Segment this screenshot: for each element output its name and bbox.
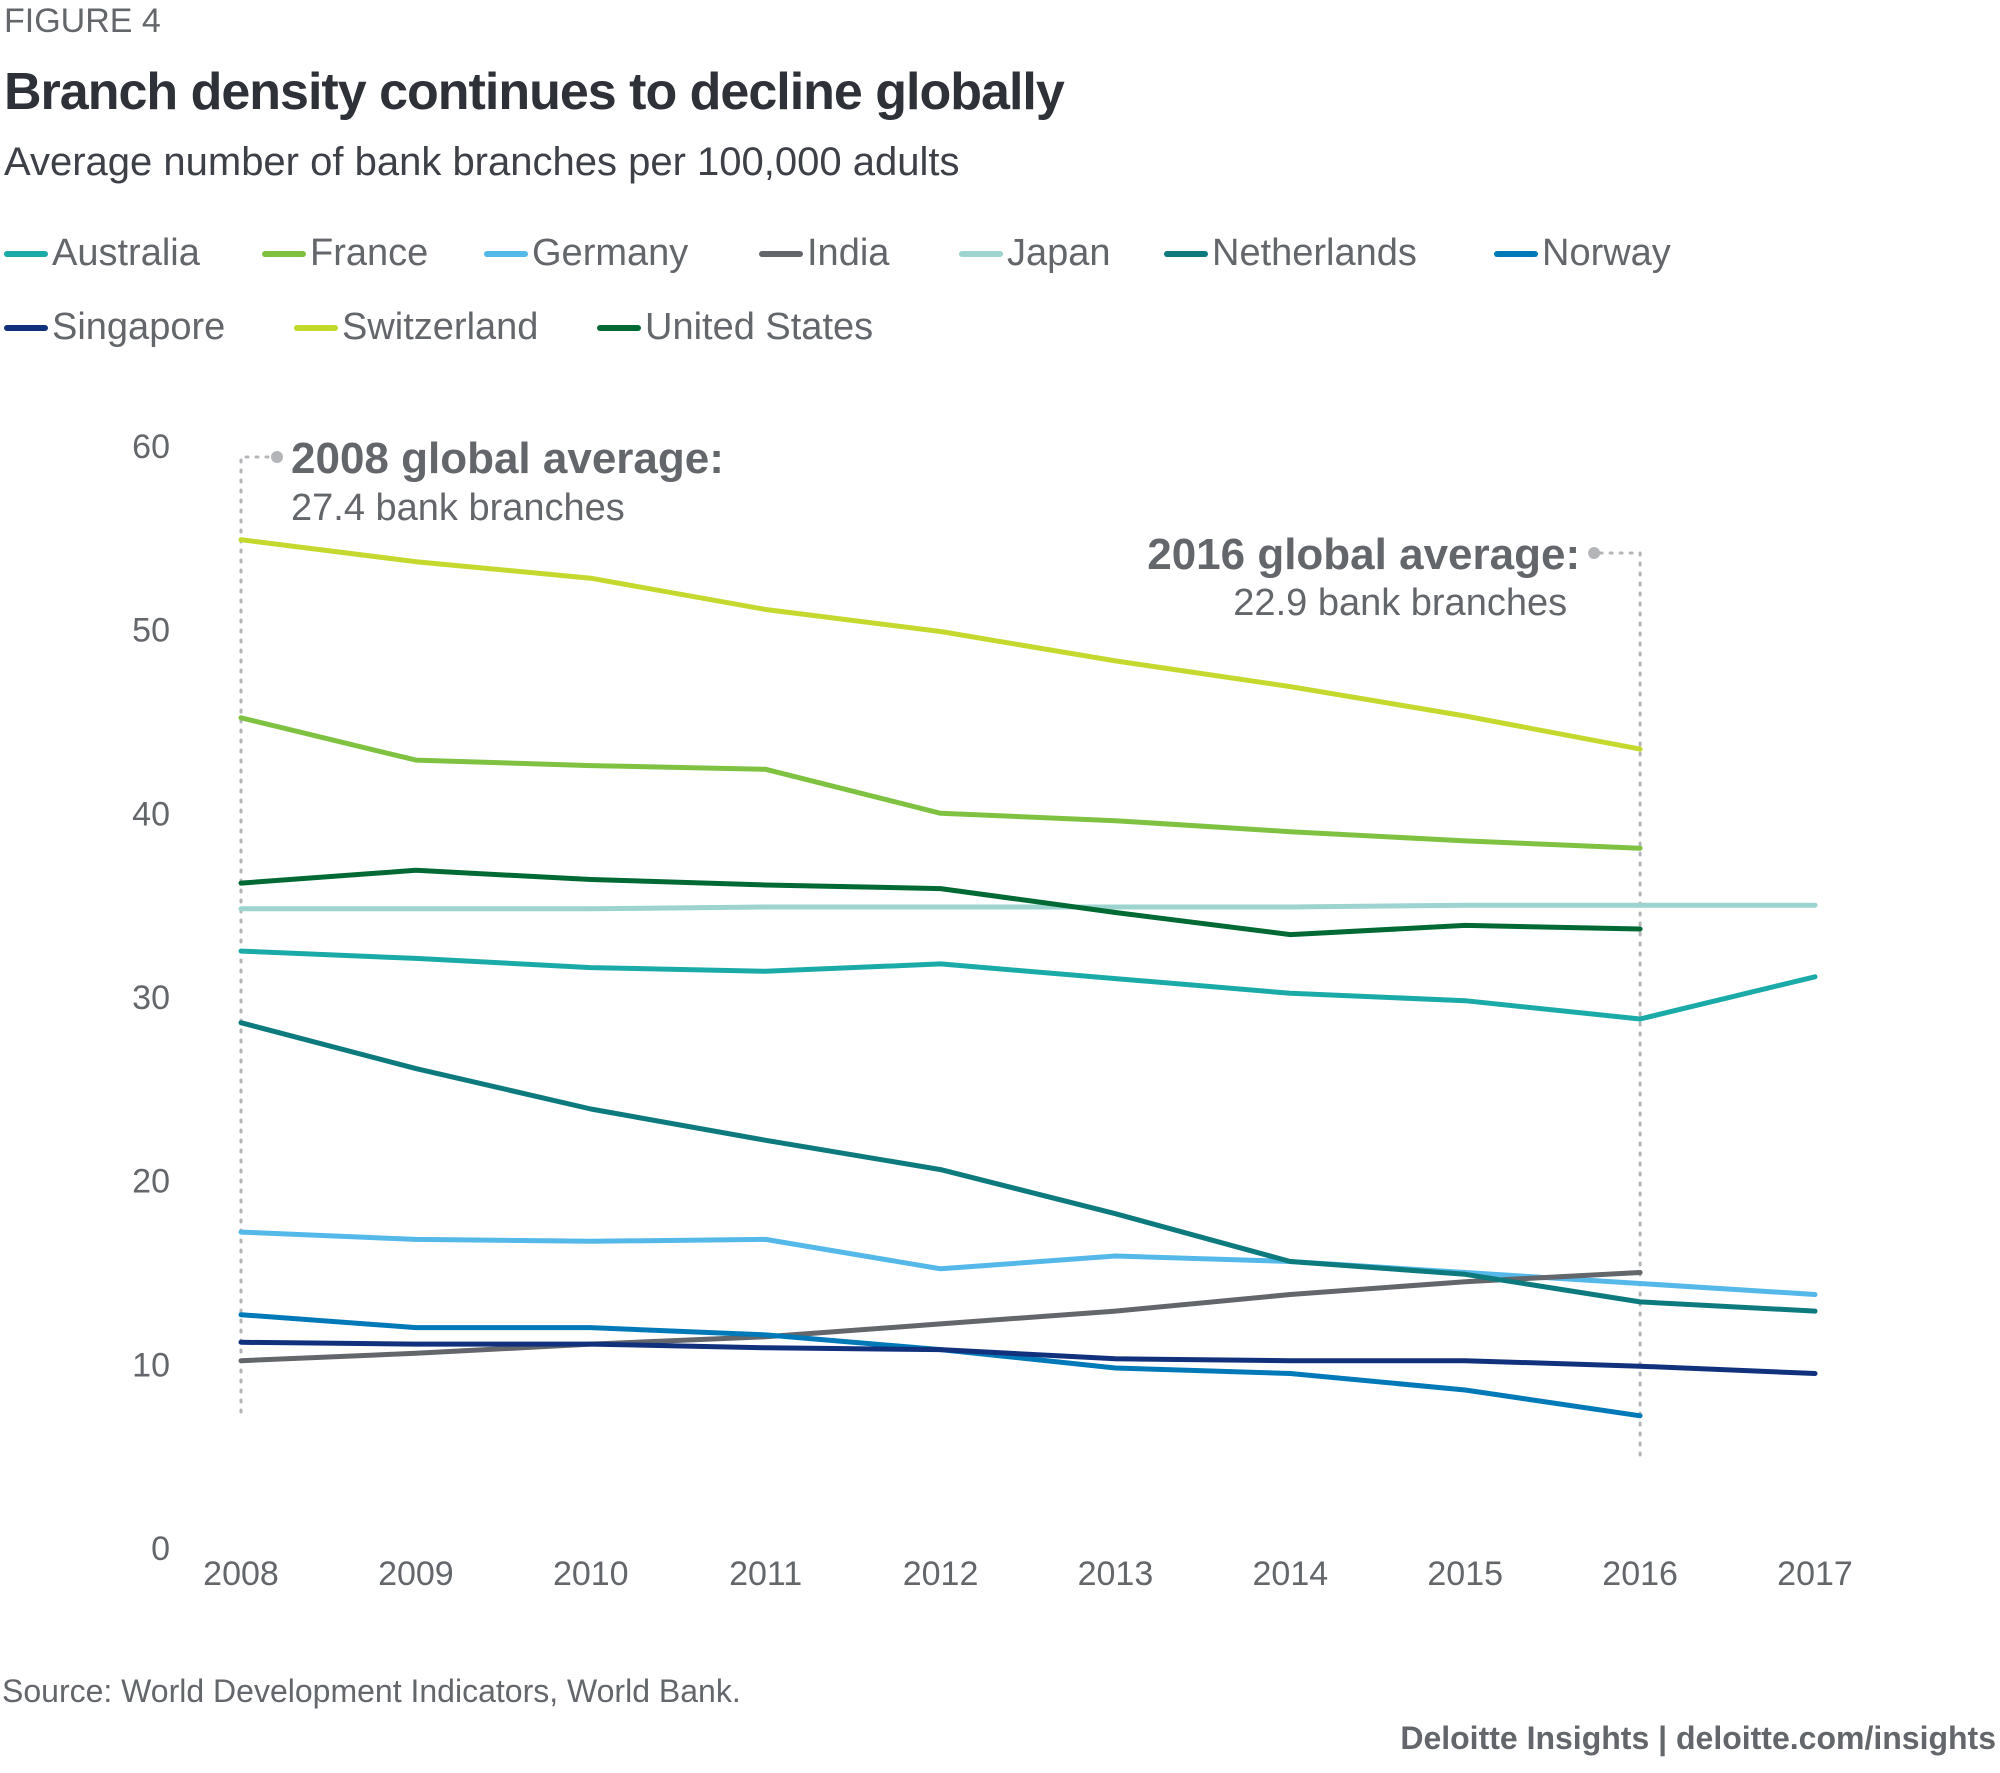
series-line-norway <box>238 1312 1643 1419</box>
y-tick-label: 40 <box>132 795 170 833</box>
legend-label: Switzerland <box>342 306 539 348</box>
y-tick-label: 60 <box>132 428 170 466</box>
x-tick-label: 2008 <box>203 1555 279 1593</box>
legend-item-france: France <box>262 232 428 275</box>
legend-label: Norway <box>1542 232 1671 274</box>
legend-label: Australia <box>52 232 200 274</box>
y-tick-label: 30 <box>132 979 170 1017</box>
figure-label: FIGURE 4 <box>4 2 161 40</box>
legend-label: France <box>310 232 429 274</box>
x-tick-label: 2012 <box>903 1555 979 1593</box>
annotation-2008-marker <box>271 451 283 463</box>
x-tick-label: 2015 <box>1427 1555 1503 1593</box>
series-line-japan <box>238 902 1818 912</box>
series-line-united-states <box>238 867 1643 938</box>
legend-swatch <box>4 324 48 331</box>
series-line-switzerland <box>238 537 1643 752</box>
x-tick-label: 2009 <box>378 1555 454 1593</box>
annotation-2016-marker <box>1588 547 1601 559</box>
legend-item-singapore: Singapore <box>4 306 225 349</box>
annotation-2008-text: 27.4 bank branches <box>291 487 625 529</box>
x-tick-label: 2016 <box>1602 1555 1678 1593</box>
series-line-germany <box>238 1229 1818 1297</box>
legend-item-united-states: United States <box>597 306 873 349</box>
x-tick-label: 2013 <box>1078 1555 1154 1593</box>
series-line-netherlands <box>238 1020 1818 1314</box>
credit: Deloitte Insights | deloitte.com/insight… <box>1400 1720 1996 1756</box>
legend-swatch <box>1494 250 1538 257</box>
legend-item-switzerland: Switzerland <box>294 306 538 349</box>
y-axis: 0 10 20 30 40 50 60 <box>132 428 170 1568</box>
legend-swatch <box>597 324 641 331</box>
legend-item-australia: Australia <box>4 232 200 275</box>
annotations: 2008 global average:27.4 bank branches 20… <box>291 434 1580 624</box>
legend-item-germany: Germany <box>484 232 688 275</box>
legend-item-netherlands: Netherlands <box>1164 232 1417 275</box>
x-tick-label: 2014 <box>1253 1555 1329 1593</box>
series-line-australia <box>238 948 1818 1022</box>
legend-swatch <box>959 250 1003 257</box>
series-line-india <box>238 1270 1643 1364</box>
y-tick-label: 50 <box>132 612 170 650</box>
legend-swatch <box>759 250 803 257</box>
x-axis: 2008 2009 2010 2011 2012 2013 2014 2015 2016 2017 <box>203 1555 1853 1593</box>
series-lines <box>238 537 1818 1419</box>
chart-subtitle: Average number of bank branches per 100,… <box>4 140 960 184</box>
legend-label: Japan <box>1007 232 1111 274</box>
legend-item-india: India <box>759 232 889 275</box>
annotation-2016-title: 2016 global average: <box>1147 530 1580 579</box>
chart-title: Branch density continues to decline glob… <box>4 63 1065 121</box>
legend-label: Netherlands <box>1212 232 1417 274</box>
annotation-2016-text: 22.9 bank branches <box>1233 582 1567 624</box>
annotation-2008-guide <box>239 455 273 1414</box>
legend-label: United States <box>645 306 874 348</box>
y-tick-label: 10 <box>132 1346 170 1384</box>
y-tick-label: 0 <box>151 1530 170 1568</box>
legend-swatch <box>262 250 306 257</box>
legend-label: India <box>807 232 890 274</box>
y-tick-label: 20 <box>132 1163 170 1201</box>
source-note: Source: World Development Indicators, Wo… <box>2 1673 741 1709</box>
legend-item-japan: Japan <box>959 232 1111 275</box>
x-tick-label: 2017 <box>1777 1555 1853 1593</box>
legend-swatch <box>484 250 528 257</box>
legend-label: Singapore <box>52 306 226 348</box>
series-line-france <box>238 715 1643 851</box>
legend-swatch <box>4 250 48 257</box>
annotation-guides <box>239 451 1642 1457</box>
legend-swatch <box>1164 250 1208 257</box>
x-tick-label: 2010 <box>553 1555 629 1593</box>
legend-swatch <box>294 324 338 331</box>
x-tick-label: 2011 <box>729 1555 802 1593</box>
annotation-2008-title: 2008 global average: <box>291 434 724 483</box>
annotation-2016-guide <box>1598 551 1642 1457</box>
legend-label: Germany <box>532 232 689 274</box>
series-line-singapore <box>238 1339 1818 1376</box>
legend-item-norway: Norway <box>1494 232 1671 275</box>
